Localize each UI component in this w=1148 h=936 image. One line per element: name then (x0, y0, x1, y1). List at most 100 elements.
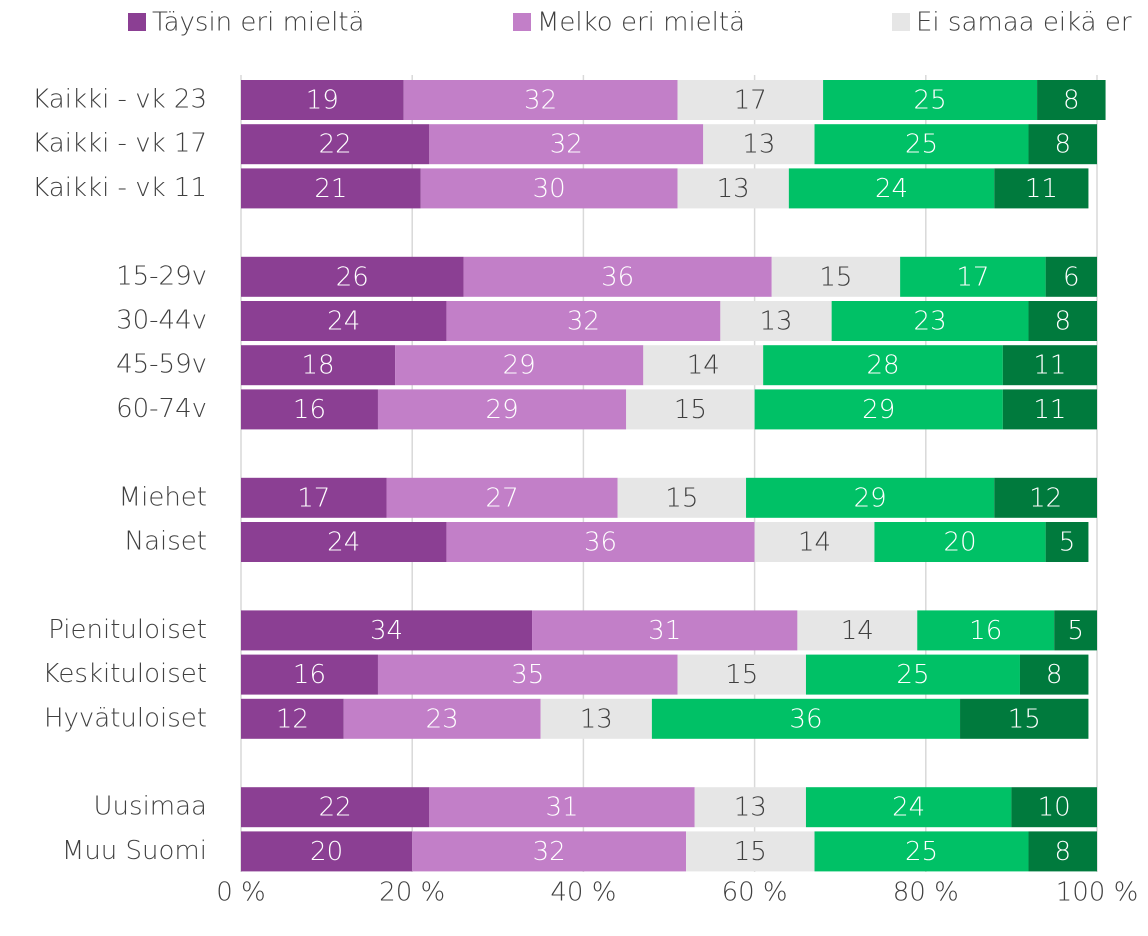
x-tick-label: 100 % (1056, 878, 1139, 908)
bar-segment (403, 80, 678, 120)
value-label: 25 (905, 130, 938, 160)
value-label: 28 (866, 351, 899, 381)
bar-segment (754, 522, 875, 562)
bar-segment (532, 610, 798, 651)
bar-segment (540, 698, 652, 739)
bar-segment (651, 698, 961, 739)
bar-segment (917, 610, 1055, 651)
bar-segment (643, 345, 764, 386)
value-label: 34 (370, 616, 403, 646)
value-label: 15 (1008, 704, 1041, 734)
value-label: 25 (905, 837, 938, 867)
value-label: 23 (914, 307, 947, 337)
bar-segment (960, 698, 1089, 739)
value-label: 29 (862, 395, 895, 425)
bar-segment (241, 301, 447, 341)
bar-segment (241, 787, 430, 828)
legend-swatch (513, 13, 531, 31)
bar-segment (1028, 124, 1097, 165)
value-label: 6 (1063, 262, 1080, 292)
value-label: 30 (533, 174, 566, 204)
bar-segment (429, 124, 704, 165)
value-label: 36 (789, 704, 822, 734)
value-label: 26 (336, 262, 369, 292)
value-label: 18 (301, 351, 334, 381)
value-label: 16 (969, 616, 1002, 646)
bar-segment (377, 654, 678, 695)
value-label: 13 (759, 307, 792, 337)
bar-segment (241, 477, 387, 518)
value-label: 25 (914, 86, 947, 116)
bar-segment (1002, 389, 1097, 430)
x-tick-label: 0 % (216, 878, 266, 908)
bar-segment (994, 168, 1089, 209)
value-label: 31 (545, 793, 578, 823)
bar-segment (900, 256, 1046, 297)
value-label: 20 (943, 528, 976, 558)
bar-segment (814, 831, 1029, 872)
value-label: 15 (819, 262, 852, 292)
bar-segment (1019, 654, 1089, 695)
category-label: Kaikki - vk 23 (32, 85, 207, 115)
value-label: 16 (293, 395, 326, 425)
bar-segment (771, 256, 901, 297)
value-label: 21 (314, 174, 347, 204)
value-label: 5 (1059, 528, 1076, 558)
value-label: 11 (1025, 174, 1058, 204)
bar-segment (412, 831, 687, 872)
bar-segment (343, 698, 541, 739)
value-label: 15 (674, 395, 707, 425)
category-label: Uusimaa (94, 792, 207, 822)
bar-segment (746, 477, 995, 518)
value-label: 35 (511, 660, 544, 690)
value-label: 12 (1029, 483, 1062, 513)
value-label: 24 (875, 174, 908, 204)
bar-segment (694, 787, 806, 828)
bar-segment (797, 610, 918, 651)
category-label: Kaikki - vk 17 (32, 129, 207, 159)
value-label: 17 (297, 483, 330, 513)
bar-segment (241, 80, 404, 120)
value-label: 13 (580, 704, 613, 734)
value-label: 20 (310, 837, 343, 867)
bar-segment (1037, 80, 1106, 120)
category-label: Miehet (119, 482, 207, 512)
bar-segment (626, 389, 755, 430)
value-label: 22 (319, 130, 352, 160)
bar-segment (754, 389, 1003, 430)
bar-segment (241, 610, 533, 651)
value-label: 24 (327, 307, 360, 337)
bar-segment (420, 168, 678, 209)
value-label: 8 (1046, 660, 1063, 690)
bar-segment (395, 345, 644, 386)
category-label: 45-59v (116, 350, 207, 380)
value-label: 8 (1054, 837, 1071, 867)
value-label: 32 (524, 86, 557, 116)
category-label: Keskituloiset (43, 659, 207, 689)
bar-segment (720, 301, 832, 341)
bar-segment (677, 80, 824, 120)
legend-label: Melko eri mieltä (537, 8, 745, 38)
x-tick-label: 80 % (893, 878, 959, 908)
bar-segment (241, 522, 447, 562)
category-label: 15-29v (116, 261, 207, 291)
value-label: 12 (276, 704, 309, 734)
value-label: 15 (665, 483, 698, 513)
value-label: 13 (734, 793, 767, 823)
legend-swatch (128, 13, 146, 31)
category-label: 60-74v (116, 394, 207, 424)
x-tick-label: 40 % (550, 878, 616, 908)
bar-segment (446, 522, 755, 562)
value-label: 8 (1054, 130, 1071, 160)
value-label: 36 (584, 528, 617, 558)
bar-segment (814, 124, 1029, 165)
bar-segment (788, 168, 995, 209)
value-label: 14 (841, 616, 874, 646)
bar-segment (241, 124, 430, 165)
bar-segment (823, 80, 1038, 120)
bar-segment (1045, 256, 1097, 297)
bar-segment (1011, 787, 1097, 828)
value-label: 10 (1038, 793, 1071, 823)
bar-segment (686, 831, 815, 872)
value-label: 29 (854, 483, 887, 513)
